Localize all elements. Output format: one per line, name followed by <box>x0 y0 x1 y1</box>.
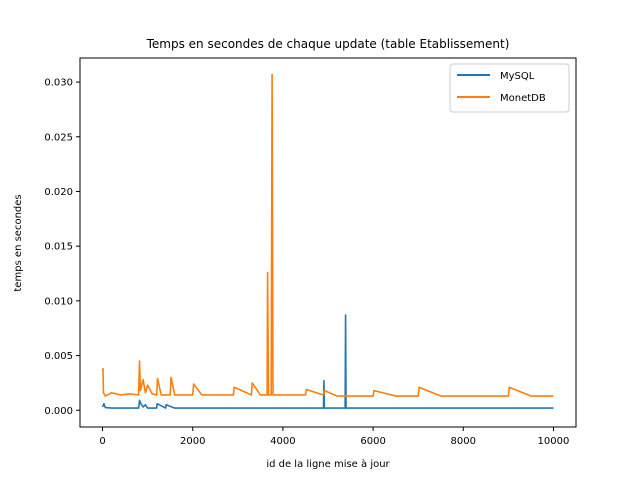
legend-label-monetdb: MonetDB <box>500 93 546 104</box>
y-tick-label: 0.030 <box>44 78 73 89</box>
x-tick-label: 6000 <box>360 436 385 447</box>
y-axis-label: temps en secondes <box>13 194 24 291</box>
x-tick-label: 2000 <box>180 436 205 447</box>
x-tick-label: 4000 <box>270 436 295 447</box>
series-layer <box>101 73 554 409</box>
y-tick-label: 0.025 <box>44 132 73 143</box>
legend: MySQL MonetDB <box>449 63 570 113</box>
series-line-monetdb <box>101 73 554 397</box>
x-tick-label: 10000 <box>538 436 570 447</box>
plot-frame <box>79 57 577 428</box>
x-tick-label: 8000 <box>451 436 476 447</box>
x-tick-label: 0 <box>99 436 105 447</box>
chart-title: Temps en secondes de chaque update (tabl… <box>146 37 510 51</box>
x-axis-label: id de la ligne mise à jour <box>266 458 390 470</box>
y-tick-label: 0.005 <box>44 351 73 362</box>
y-tick-label: 0.015 <box>44 242 73 253</box>
y-axis: 0.000 0.005 0.010 0.015 0.020 0.025 0.030 <box>44 78 80 417</box>
series-line-mysql <box>101 314 554 409</box>
plot-area <box>101 73 554 409</box>
y-tick-label: 0.000 <box>44 406 73 417</box>
y-tick-label: 0.010 <box>44 296 73 307</box>
legend-label-mysql: MySQL <box>500 71 535 82</box>
x-axis: 0 2000 4000 6000 8000 10000 <box>99 427 569 447</box>
y-tick-label: 0.020 <box>44 187 73 198</box>
